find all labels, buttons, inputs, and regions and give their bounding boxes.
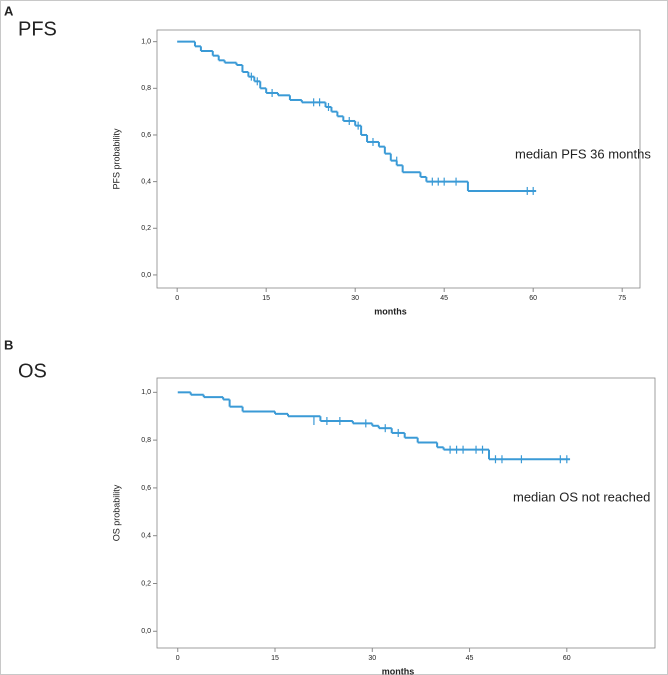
annotation: median OS not reached [513,489,650,504]
x-tick-label: 60 [529,295,537,302]
x-axis-label: months [382,666,415,675]
x-tick-label: 60 [563,655,571,662]
annotation: median PFS 36 months [515,146,651,161]
y-tick-label: 0,6 [141,485,151,492]
panel-letter: A [4,3,14,18]
panel-letter: B [4,337,13,352]
x-tick-label: 30 [368,655,376,662]
x-tick-label: 15 [271,655,279,662]
x-tick-label: 15 [262,295,270,302]
x-tick-label: 45 [440,295,448,302]
x-tick-label: 0 [176,655,180,662]
y-axis-label: PFS probability [111,128,121,190]
x-tick-label: 75 [618,295,626,302]
x-tick-label: 30 [351,295,359,302]
x-axis-label: months [374,306,407,316]
y-axis-label: OS probability [111,484,121,541]
plot-area [156,29,641,289]
y-tick-label: 0,0 [141,272,151,279]
y-tick-label: 0,4 [141,533,151,540]
x-tick-label: 45 [466,655,474,662]
y-tick-label: 0,8 [141,437,151,444]
panel-label: PFS [18,18,57,40]
plot-area [156,377,656,649]
y-tick-label: 0,4 [141,178,151,185]
x-tick-label: 0 [175,295,179,302]
y-tick-label: 0,6 [141,132,151,139]
panel-label: OS [18,360,47,382]
y-tick-label: 0,2 [141,225,151,232]
y-tick-label: 0,0 [141,628,151,635]
y-tick-label: 0,2 [141,580,151,587]
y-tick-label: 1,0 [141,39,151,46]
y-tick-label: 1,0 [141,389,151,396]
y-tick-label: 0,8 [141,85,151,92]
